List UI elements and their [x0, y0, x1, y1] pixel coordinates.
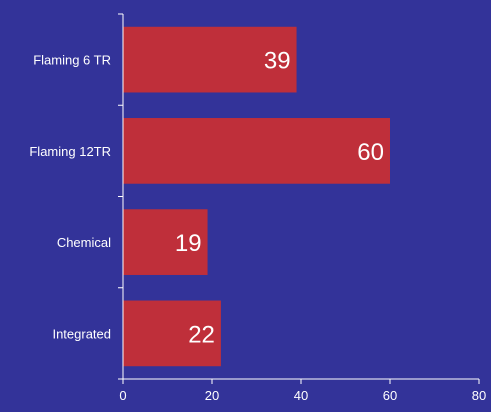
category-label-chemical: Chemical	[57, 235, 111, 250]
x-tick-label-60: 60	[383, 388, 397, 403]
x-tick-label-40: 40	[294, 388, 308, 403]
axes-group	[118, 13, 480, 384]
bars-group	[123, 26, 390, 367]
x-tick-label-80: 80	[472, 388, 486, 403]
data-label-integrated: 22	[188, 321, 215, 348]
x-tick-label-20: 20	[205, 388, 219, 403]
data-label-flaming-12tr: 60	[357, 139, 384, 166]
bar-flaming-6-tr	[123, 26, 297, 93]
bar-chemical	[123, 209, 208, 275]
labels-group: 39 Flaming 6 TR 60 Flaming 12TR 19 Chemical 22…	[29, 48, 486, 403]
bar-integrated	[123, 300, 221, 367]
category-label-integrated: Integrated	[52, 326, 111, 341]
category-label-flaming-6-tr: Flaming 6 TR	[33, 53, 111, 68]
data-label-flaming-6-tr: 39	[264, 48, 291, 75]
category-label-flaming-12tr: Flaming 12TR	[29, 144, 111, 159]
bar-flaming-12tr	[123, 118, 390, 184]
data-label-chemical: 19	[175, 230, 202, 257]
x-tick-label-0: 0	[119, 388, 126, 403]
